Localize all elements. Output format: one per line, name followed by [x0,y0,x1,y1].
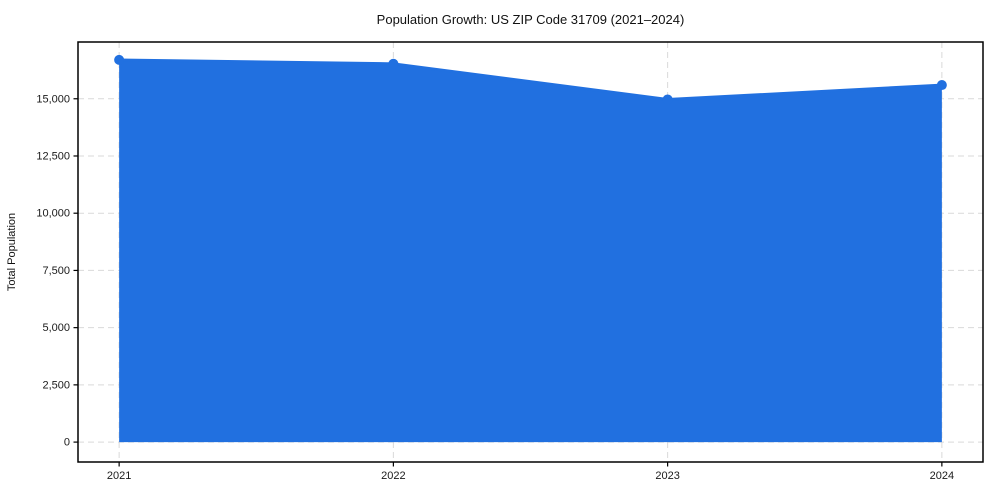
y-tick-label: 15,000 [36,93,70,105]
plot-border [77,41,984,463]
y-tick-label: 5,000 [42,322,70,334]
y-tick-label: 0 [64,437,70,449]
x-tick-label: 2021 [107,470,131,482]
x-tick-label: 2022 [381,470,405,482]
y-tick-label: 12,500 [36,150,70,162]
series-line [117,58,944,101]
y-axis-label: Total Population [6,212,18,292]
data-point-marker [662,94,673,105]
y-tick-label: 7,500 [42,265,70,277]
data-point-marker [388,58,399,69]
x-tick-label: 2024 [930,470,954,482]
series-area-fill [119,59,942,443]
y-tick-label: 2,500 [42,379,70,391]
data-point-marker [936,80,947,91]
chart-title: Population Growth: US ZIP Code 31709 (20… [376,12,685,27]
x-tick-label: 2023 [655,470,679,482]
y-tick-label: 10,000 [36,208,70,220]
data-point-marker [114,54,125,65]
